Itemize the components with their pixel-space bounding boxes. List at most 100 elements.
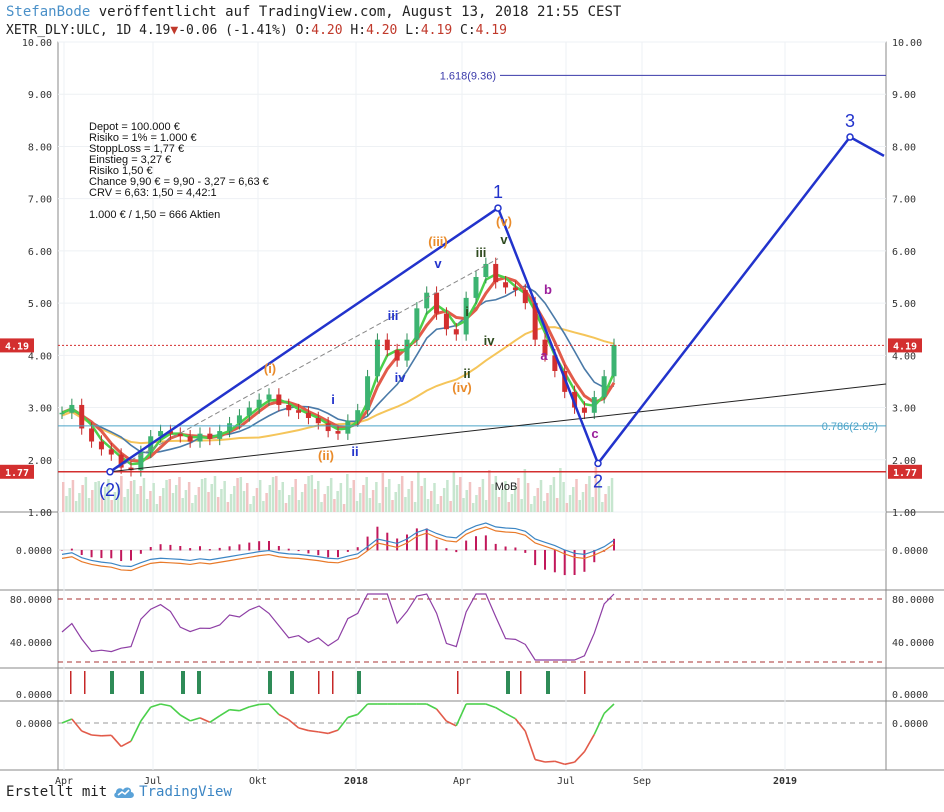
candle-body: [89, 428, 95, 442]
volume-bar: [68, 488, 71, 512]
volume-bar: [501, 489, 504, 512]
volume-bar: [91, 490, 94, 512]
oscillator-segment: [169, 705, 181, 716]
volume-bar: [242, 491, 246, 512]
oscillator-segment: [189, 717, 201, 722]
oscillator-segment: [239, 706, 250, 712]
price-label-left-bg: [0, 338, 34, 353]
oscillator-segment: [327, 729, 339, 735]
primary-wave-label: 3: [845, 111, 855, 131]
macd-histogram-bar: [327, 550, 330, 558]
wave-label: (iii): [428, 234, 448, 249]
volume-bar: [258, 480, 262, 512]
volume-bar: [265, 493, 268, 512]
volume-bar: [523, 469, 527, 512]
volume-bar: [572, 487, 575, 512]
volume-bar: [94, 482, 97, 512]
candle-body: [512, 287, 518, 291]
symbol[interactable]: XETR_DLY:ULC, 1D: [6, 23, 132, 38]
volume-bar: [65, 496, 68, 512]
rsi-tick-right: 40.0000: [892, 638, 934, 649]
candle-body: [374, 339, 380, 377]
wave-pivot: [106, 468, 114, 476]
macd-histogram-bar: [159, 544, 162, 551]
volume-bar: [462, 498, 465, 512]
oscillator-segment: [308, 729, 319, 733]
price-tick-left: 5.00: [28, 299, 52, 310]
price-tick-right: 2.00: [892, 456, 916, 467]
volume-bar: [404, 497, 407, 512]
price-tick-right: 3.00: [892, 404, 916, 415]
oscillator-segment: [564, 761, 575, 766]
note-line: Chance 9,90 € = 9,90 - 3,27 = 6,63 €: [89, 176, 269, 188]
candle-body: [434, 292, 440, 314]
volume-bar: [155, 504, 159, 512]
signal-bar: [318, 671, 320, 694]
signal-bar: [268, 671, 272, 694]
volume-bar: [568, 495, 572, 512]
volume-bar: [78, 493, 81, 512]
oscillator-segment: [268, 703, 280, 715]
volume-bar: [116, 484, 120, 512]
volume-bar: [533, 496, 536, 512]
volume-bar: [513, 486, 517, 512]
volume-bar: [149, 491, 152, 512]
volume-bar: [310, 475, 314, 512]
price-change: -0.06 (-1.41%): [178, 23, 288, 38]
candle-body: [187, 436, 193, 442]
note-line: 1.000 € / 1,50 = 666 Aktien: [89, 209, 220, 221]
volume-bar: [355, 501, 359, 512]
price-tick-left: 8.00: [28, 142, 52, 153]
trade-notes: Depot = 100.000 €Risiko = 1% = 1.000 €St…: [89, 121, 269, 221]
wave-overlay: 1.618(9.36) 0.786(2.65) (2) 1 2 3 (i) (ii) (iii)…: [58, 70, 887, 500]
oscillator-segment: [61, 718, 73, 724]
oscillator-segment: [219, 709, 230, 717]
last-price: 4.19: [139, 23, 171, 38]
volume-bar: [439, 496, 443, 512]
volume-bar: [420, 486, 423, 512]
volume-bar: [610, 478, 614, 512]
note-line: StoppLoss = 1,77 €: [89, 143, 184, 155]
volume-bar: [517, 478, 520, 512]
stop-label-left-bg: [0, 464, 34, 479]
candle-body: [325, 423, 331, 432]
volume-bar: [200, 479, 204, 512]
time-tick: Okt: [249, 776, 267, 787]
wave-label: i: [331, 392, 335, 407]
macd-histogram-bar: [90, 550, 93, 558]
volume-bar: [262, 501, 265, 512]
oscillator-segment: [534, 758, 546, 763]
volume-bar: [378, 503, 381, 512]
macd-histogram-bar: [553, 550, 556, 573]
macd-histogram-bar: [218, 547, 221, 551]
tradingview-brand[interactable]: TradingView: [139, 784, 232, 800]
volume-bar: [236, 478, 239, 512]
candle-body: [276, 394, 282, 405]
low-value: 4.19: [420, 23, 453, 38]
macd-histogram-bar: [475, 536, 477, 551]
candle-body: [158, 431, 164, 437]
volume-bar: [323, 494, 326, 512]
macd-histogram-bar: [100, 550, 103, 559]
oscillator-segment: [249, 703, 260, 708]
candle-body: [591, 397, 597, 413]
wave-label: (i): [264, 361, 276, 376]
volume-bar: [336, 491, 339, 512]
volume-bar: [81, 485, 84, 512]
volume-bar: [549, 485, 552, 512]
candle-body: [483, 263, 489, 277]
volume-bar: [136, 494, 139, 512]
volume-bar: [216, 497, 220, 512]
author-link[interactable]: StefanBode: [6, 4, 91, 20]
candle-body: [315, 418, 321, 424]
volume-bar: [133, 480, 136, 512]
volume-bar: [436, 504, 439, 512]
rsi-tick-left: 80.0000: [10, 595, 52, 606]
price-tick-right: 9.00: [892, 90, 916, 101]
oscillator-segment: [298, 727, 309, 732]
time-tick: Sep: [633, 776, 651, 787]
volume-bar: [510, 494, 514, 512]
primary-wave-label: 1: [493, 182, 503, 202]
volume-bar: [326, 486, 330, 512]
candle-body: [236, 415, 242, 424]
